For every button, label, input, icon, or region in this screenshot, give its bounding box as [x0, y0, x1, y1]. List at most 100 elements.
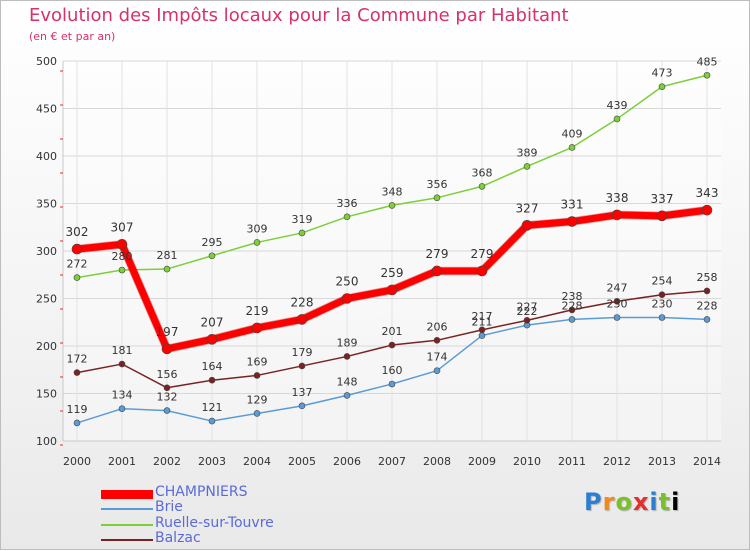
data-point-champniers	[476, 265, 488, 277]
y-tick-label: 400	[36, 150, 57, 163]
x-tick-label: 2003	[198, 455, 226, 468]
data-label-champniers: 279	[426, 247, 449, 261]
data-point-champniers	[296, 314, 308, 325]
data-label-champniers: 197	[156, 325, 179, 339]
legend-label: Ruelle-sur-Touvre	[155, 515, 274, 531]
data-point-brie	[298, 402, 306, 410]
data-label-ruelle-sur-touvre: 485	[697, 55, 718, 68]
data-point-brie	[118, 405, 126, 413]
data-label-brie: 228	[562, 299, 583, 312]
y-tick-label: 100	[36, 435, 57, 448]
data-point-ruelle-sur-touvre	[613, 115, 621, 123]
data-point-brie	[613, 314, 621, 321]
data-label-ruelle-sur-touvre: 280	[112, 250, 133, 263]
data-label-brie: 160	[382, 364, 403, 377]
logo-letter: t	[658, 488, 672, 516]
data-label-brie: 211	[472, 316, 493, 329]
x-tick-label: 2009	[468, 455, 496, 468]
data-label-ruelle-sur-touvre: 409	[562, 127, 583, 140]
data-label-ruelle-sur-touvre: 473	[652, 67, 673, 80]
data-label-balzac: 227	[517, 300, 538, 313]
data-point-ruelle-sur-touvre	[568, 144, 576, 151]
data-label-ruelle-sur-touvre: 272	[67, 258, 88, 271]
data-label-champniers: 337	[651, 192, 674, 206]
data-label-ruelle-sur-touvre: 389	[517, 146, 538, 159]
data-label-balzac: 201	[382, 325, 403, 338]
data-point-ruelle-sur-touvre	[118, 266, 126, 274]
data-label-ruelle-sur-touvre: 309	[247, 222, 268, 235]
data-point-champniers	[701, 204, 713, 216]
data-point-champniers	[251, 322, 263, 334]
data-label-balzac: 164	[202, 360, 223, 373]
data-label-ruelle-sur-touvre: 439	[607, 99, 628, 112]
data-point-ruelle-sur-touvre	[658, 83, 666, 90]
proxiti-logo: Proxiti	[584, 488, 680, 516]
x-tick-label: 2001	[108, 455, 136, 468]
data-point-balzac	[73, 369, 81, 376]
data-point-brie	[73, 419, 81, 427]
chart-title: Evolution des Impôts locaux pour la Comm…	[29, 5, 569, 26]
data-label-balzac: 217	[472, 310, 493, 323]
data-point-balzac	[613, 298, 621, 305]
x-tick-label: 2004	[243, 455, 271, 468]
data-point-ruelle-sur-touvre	[433, 194, 441, 202]
data-point-balzac	[253, 372, 261, 379]
data-label-brie: 174	[427, 351, 448, 364]
x-tick-label: 2012	[603, 455, 631, 468]
data-label-brie: 132	[157, 391, 178, 404]
logo-letter: x	[632, 488, 650, 516]
x-tick-label: 2013	[648, 455, 676, 468]
data-point-balzac	[118, 360, 126, 368]
data-point-brie	[478, 332, 486, 339]
data-point-ruelle-sur-touvre	[73, 274, 81, 281]
data-label-champniers: 343	[696, 186, 719, 200]
data-label-brie: 119	[67, 403, 88, 416]
data-label-champniers: 207	[201, 315, 224, 329]
data-point-balzac	[568, 306, 576, 314]
data-point-champniers	[521, 220, 533, 231]
x-tick-label: 2007	[378, 455, 406, 468]
chart-subtitle: (en € et par an)	[29, 30, 116, 43]
data-point-balzac	[388, 341, 396, 349]
data-point-balzac	[703, 287, 711, 295]
data-label-champniers: 259	[381, 266, 404, 280]
data-label-ruelle-sur-touvre: 281	[157, 249, 178, 262]
data-point-brie	[343, 392, 351, 399]
data-point-brie	[208, 417, 216, 425]
data-label-champniers: 302	[66, 225, 89, 239]
data-point-champniers	[656, 210, 668, 222]
x-tick-label: 2014	[693, 455, 721, 468]
logo-letter: i	[649, 488, 659, 516]
y-tick-label: 200	[36, 340, 57, 353]
data-label-ruelle-sur-touvre: 295	[202, 236, 223, 249]
legend-label: CHAMPNIERS	[155, 484, 248, 500]
data-label-ruelle-sur-touvre: 356	[427, 178, 448, 191]
x-tick-label: 2000	[63, 455, 91, 468]
data-label-brie: 121	[202, 401, 223, 414]
logo-letter: P	[584, 488, 603, 516]
data-point-champniers	[116, 239, 128, 250]
data-label-brie: 129	[247, 393, 268, 406]
data-point-balzac	[658, 291, 666, 299]
data-point-champniers	[611, 209, 623, 221]
legend-swatch	[101, 524, 153, 526]
data-point-champniers	[566, 216, 578, 227]
data-point-ruelle-sur-touvre	[253, 239, 261, 246]
legend-swatch	[101, 489, 153, 499]
data-point-brie	[568, 316, 576, 323]
x-tick-label: 2002	[153, 455, 181, 468]
data-label-ruelle-sur-touvre: 319	[292, 213, 313, 226]
y-tick-label: 150	[36, 388, 57, 401]
data-label-ruelle-sur-touvre: 348	[382, 185, 403, 198]
data-point-brie	[388, 380, 396, 388]
y-tick-label: 250	[36, 293, 57, 306]
data-label-balzac: 169	[247, 355, 268, 368]
data-label-brie: 228	[697, 299, 718, 312]
data-label-brie: 148	[337, 375, 358, 388]
data-label-balzac: 258	[697, 271, 718, 284]
data-point-ruelle-sur-touvre	[163, 265, 171, 273]
data-label-ruelle-sur-touvre: 336	[337, 197, 358, 210]
data-label-ruelle-sur-touvre: 368	[472, 166, 493, 179]
data-label-balzac: 172	[67, 353, 88, 366]
